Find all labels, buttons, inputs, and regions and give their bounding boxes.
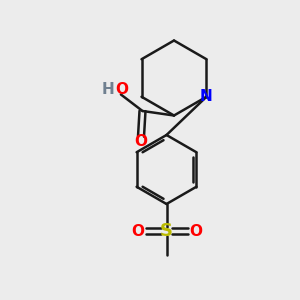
Text: N: N	[200, 89, 213, 104]
Text: O: O	[131, 224, 144, 238]
Text: S: S	[160, 222, 173, 240]
Text: O: O	[115, 82, 128, 97]
Text: H: H	[102, 82, 115, 97]
Text: O: O	[189, 224, 202, 238]
Text: O: O	[134, 134, 148, 149]
